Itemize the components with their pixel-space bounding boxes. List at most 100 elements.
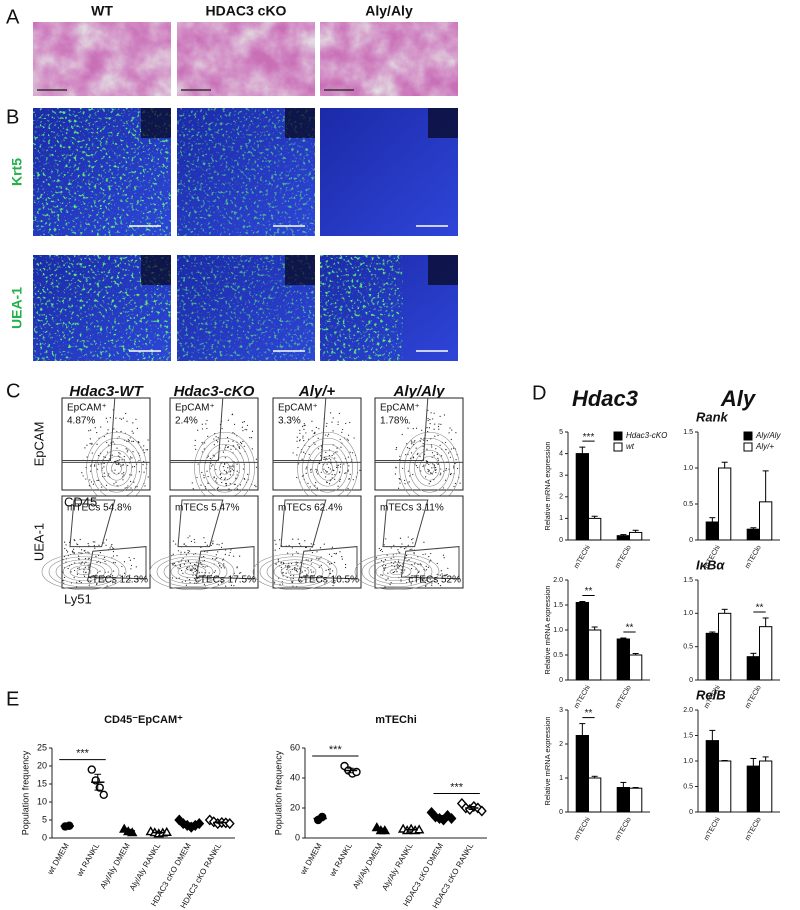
event-dot [280, 562, 282, 564]
contour [259, 556, 331, 588]
event-dot [327, 466, 330, 469]
event-dot [101, 467, 103, 469]
y-tick-label: 0 [559, 677, 563, 684]
event-dot [431, 452, 434, 454]
event-dot [131, 430, 133, 432]
event-dot [223, 567, 225, 569]
event-dot [251, 430, 254, 432]
event-dot [229, 483, 231, 485]
event-dot [442, 554, 445, 556]
y-tick-label: 1.5 [683, 577, 693, 584]
event-dot [310, 469, 312, 471]
event-dot [236, 474, 238, 476]
legend-label: Aly/+ [755, 442, 774, 451]
event-dot [215, 436, 217, 438]
event-dot [431, 446, 433, 448]
legend-swatch [743, 442, 753, 452]
event-dot [387, 572, 389, 574]
event-dot [413, 563, 416, 565]
event-dot [340, 446, 342, 448]
event-dot [333, 561, 336, 564]
event-dot [390, 581, 392, 584]
event-dot [448, 432, 450, 434]
event-dot [419, 455, 421, 457]
event-dot [439, 585, 442, 587]
event-dot [240, 443, 243, 445]
event-dot [341, 558, 343, 560]
event-dot [217, 583, 219, 585]
event-dot [175, 543, 177, 545]
y-tick-label: 1.5 [683, 732, 693, 739]
event-dot [426, 460, 429, 463]
axis-title: EpCAM [31, 422, 46, 467]
event-dot [239, 484, 242, 486]
event-dot [242, 421, 244, 423]
event-dot [209, 457, 211, 460]
event-dot [329, 572, 332, 575]
event-dot [98, 544, 100, 546]
y-axis-title: Population frequency [20, 750, 30, 835]
event-dot [201, 423, 203, 425]
event-dot [146, 449, 149, 451]
event-dot [76, 543, 78, 545]
y-tick-label: 40 [290, 772, 300, 782]
plot-frame [169, 397, 259, 491]
event-dot [453, 467, 455, 469]
event-dot [314, 443, 316, 445]
event-dot [105, 484, 108, 486]
event-dot [201, 564, 203, 566]
event-dot [77, 543, 79, 546]
event-dot [74, 562, 76, 564]
event-dot [397, 567, 399, 569]
event-dot [305, 468, 307, 470]
event-dot [217, 486, 219, 488]
bar [588, 777, 602, 813]
y-tick-label: 15 [37, 778, 47, 788]
event-dot [310, 569, 312, 571]
event-dot [305, 432, 307, 434]
event-dot [299, 543, 301, 545]
event-dot [103, 580, 105, 582]
event-dot [303, 440, 305, 442]
event-dot [433, 455, 435, 457]
event-dot [78, 558, 80, 560]
y-tick-label: 3 [559, 472, 563, 479]
event-dot [339, 466, 342, 468]
event-dot [226, 446, 229, 448]
event-dot [327, 433, 330, 435]
event-dot [380, 559, 383, 562]
plot-frame [374, 397, 464, 491]
event-dot [427, 468, 429, 471]
event-dot [194, 570, 196, 573]
significance-label: *** [329, 744, 343, 756]
event-dot [138, 441, 140, 444]
event-dot [423, 541, 425, 543]
event-dot [133, 466, 136, 468]
event-dot [224, 477, 226, 479]
column-title: Hdac3-WT [69, 383, 144, 400]
event-dot [328, 457, 330, 460]
contour [317, 455, 338, 481]
event-dot [206, 470, 208, 472]
event-dot [73, 552, 76, 554]
event-dot [123, 561, 126, 563]
event-dot [385, 579, 387, 581]
y-tick-label: 20 [37, 760, 47, 770]
event-dot [143, 471, 145, 473]
event-dot [295, 561, 297, 563]
event-dot [415, 447, 417, 449]
column-title: Hdac3-cKO [174, 383, 255, 400]
event-dot [111, 575, 114, 577]
event-dot [118, 436, 120, 438]
contour [62, 562, 106, 582]
event-dot [325, 470, 327, 472]
event-dot [385, 564, 387, 567]
event-dot [82, 475, 84, 477]
event-dot [450, 472, 452, 475]
event-dot [408, 481, 410, 483]
event-dot [305, 559, 307, 561]
event-dot [331, 477, 333, 479]
event-dot [78, 555, 80, 557]
contour [214, 455, 235, 481]
event-dot [219, 474, 221, 476]
